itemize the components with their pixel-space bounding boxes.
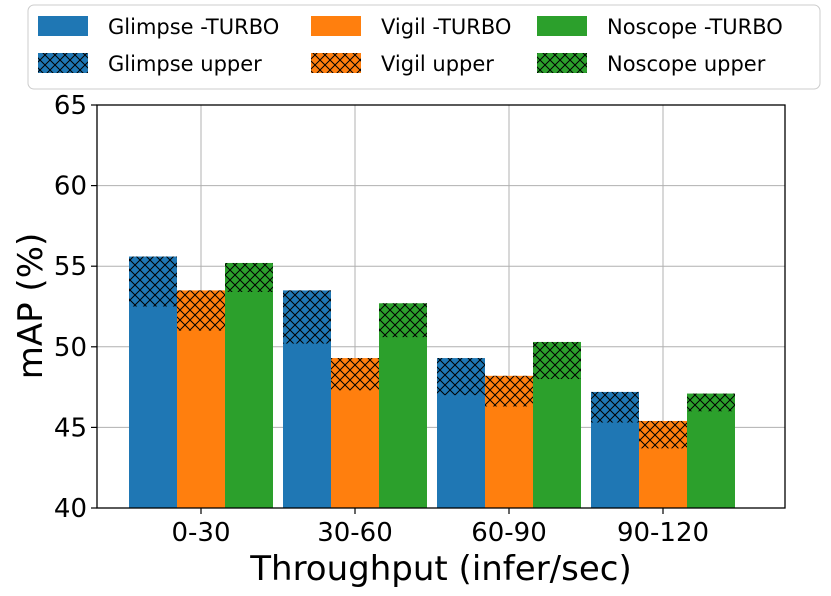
- y-tick-label: 40: [54, 494, 87, 524]
- x-axis-ticks: 0-30 30-60 60-90 90-120: [171, 508, 709, 548]
- y-axis-label: mAP (%): [11, 233, 51, 380]
- x-tick-label: 60-90: [471, 518, 547, 548]
- legend-label-vigil-turbo: Vigil -TURBO: [381, 15, 511, 39]
- bars: [129, 256, 735, 508]
- bar-vigil-turbo: [639, 448, 687, 508]
- bar-glimpse-turbo: [591, 422, 639, 508]
- legend-swatch-hatch-vigil-upper: [311, 53, 361, 73]
- x-tick-label: 90-120: [617, 518, 709, 548]
- legend-label-vigil-upper: Vigil upper: [381, 52, 494, 76]
- bar-glimpse-turbo: [129, 306, 177, 508]
- y-tick-label: 50: [54, 333, 87, 363]
- legend-swatch-noscope-turbo: [537, 16, 587, 36]
- legend-swatch-glimpse-turbo: [38, 16, 88, 36]
- bar-glimpse-turbo: [437, 395, 485, 508]
- plot-frame: [96, 104, 786, 509]
- y-tick-label: 65: [54, 91, 87, 121]
- y-axis-ticks: 40 45 50 55 60 65: [54, 91, 97, 524]
- bar-vigil-turbo: [177, 330, 225, 508]
- bar-noscope-turbo: [687, 411, 735, 508]
- legend-swatch-hatch-glimpse-upper: [38, 53, 88, 73]
- bar-vigil-turbo: [485, 406, 533, 508]
- y-tick-label: 60: [54, 172, 87, 202]
- bar-vigil-turbo: [331, 390, 379, 508]
- legend-label-noscope-upper: Noscope upper: [607, 52, 766, 76]
- legend-label-glimpse-turbo: Glimpse -TURBO: [108, 15, 279, 39]
- x-axis-label: Throughput (infer/sec): [249, 549, 631, 589]
- x-tick-label: 30-60: [317, 518, 393, 548]
- legend: Glimpse -TURBO Vigil -TURBO Noscope -TURBO…: [27, 4, 821, 90]
- bar-noscope-turbo: [533, 379, 581, 508]
- legend-label-noscope-turbo: Noscope -TURBO: [607, 15, 783, 39]
- bar-glimpse-turbo: [283, 343, 331, 508]
- y-tick-label: 45: [54, 413, 87, 443]
- legend-swatch-vigil-turbo: [311, 16, 361, 36]
- y-tick-label: 55: [54, 252, 87, 282]
- legend-label-glimpse-upper: Glimpse upper: [108, 52, 262, 76]
- legend-swatch-hatch-noscope-upper: [537, 53, 587, 73]
- bar-noscope-turbo: [379, 337, 427, 508]
- bar-noscope-turbo: [225, 291, 273, 508]
- x-tick-label: 0-30: [171, 518, 230, 548]
